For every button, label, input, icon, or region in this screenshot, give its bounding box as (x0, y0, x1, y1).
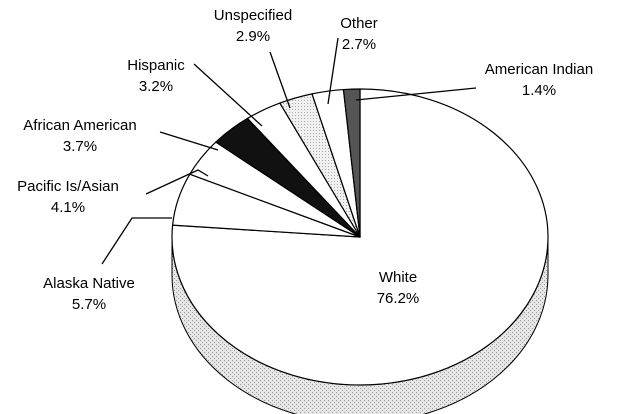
slice-label-alaska-native: Alaska Native (43, 275, 135, 292)
slice-value-alaska-native: 5.7% (72, 296, 106, 313)
slice-label-african-american: African American (23, 117, 136, 134)
slice-value-other: 2.7% (342, 36, 376, 53)
leader-line-pacific-is-asian (145, 169, 209, 195)
slice-value-hispanic: 3.2% (139, 78, 173, 95)
leader-line-american-indian (355, 87, 477, 101)
slice-value-unspecified: 2.9% (236, 28, 270, 45)
slice-value-white: 76.2% (377, 290, 420, 307)
pie-slices (171, 88, 549, 386)
slice-label-pacific-is-asian: Pacific Is/Asian (17, 178, 119, 195)
leader-line-hispanic (193, 63, 263, 127)
slice-value-american-indian: 1.4% (522, 82, 556, 99)
slice-label-hispanic: Hispanic (127, 57, 185, 74)
slice-label-unspecified: Unspecified (214, 7, 292, 24)
leader-line-alaska-native (101, 217, 172, 265)
slice-value-african-american: 3.7% (63, 138, 97, 155)
slice-labels: White 76.2% Alaska Native 5.7% Pacific Is/As… (17, 7, 593, 313)
slice-label-other: Other (340, 15, 378, 32)
leader-lines (101, 37, 477, 265)
leader-line-unspecified (269, 51, 291, 109)
leader-line-other (327, 37, 339, 105)
slice-label-white: White (379, 269, 417, 286)
slice-label-american-indian: American Indian (485, 61, 593, 78)
pie-slice-american-indian (342, 88, 361, 238)
leader-line-african-american (159, 131, 219, 151)
slice-value-pacific-is-asian: 4.1% (51, 199, 85, 216)
